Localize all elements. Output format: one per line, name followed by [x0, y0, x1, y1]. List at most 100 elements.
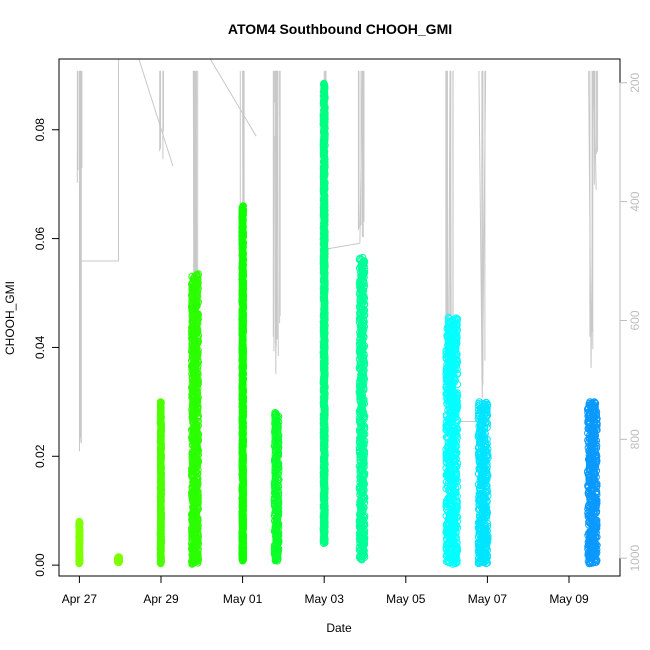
data-point [239, 553, 247, 561]
x-tick-label: May 07 [468, 592, 508, 606]
data-point [188, 556, 196, 565]
data-point [75, 517, 84, 526]
chart-title: ATOM4 Southbound CHOOH_GMI [228, 21, 452, 37]
data-point [453, 424, 461, 432]
data-point [193, 557, 201, 565]
data-point [271, 409, 279, 417]
series-5 [238, 202, 248, 565]
points-layer [75, 79, 601, 568]
data-point [360, 525, 368, 534]
data-point [157, 542, 165, 550]
data-point [273, 533, 281, 542]
data-point [238, 549, 246, 557]
data-point [320, 531, 328, 539]
data-point [444, 529, 452, 537]
series-9 [442, 313, 462, 568]
data-point [482, 539, 490, 547]
data-point [272, 409, 280, 418]
data-point [483, 546, 491, 554]
data-point [443, 549, 452, 557]
data-point [320, 538, 329, 546]
x-tick-label: May 05 [386, 592, 426, 606]
data-point [273, 518, 281, 526]
data-point [361, 521, 369, 529]
data-point [360, 257, 368, 265]
series-3 [156, 398, 166, 568]
data-point [593, 546, 601, 554]
data-point [188, 272, 196, 281]
y-tick-label: 0.02 [33, 444, 47, 468]
data-point [321, 506, 329, 514]
data-point [478, 557, 486, 565]
data-point [320, 501, 329, 510]
data-point [75, 528, 84, 537]
data-point [476, 531, 484, 540]
x-tick-label: May 03 [305, 592, 345, 606]
data-point [359, 253, 367, 262]
data-point [590, 398, 598, 406]
data-point [591, 533, 600, 541]
x-axis-label: Date [326, 621, 352, 635]
data-point [238, 530, 246, 538]
profile-line-6 [272, 70, 281, 375]
y-right-tick-label: 200 [628, 72, 642, 92]
series-8 [355, 253, 369, 564]
data-point [76, 548, 84, 556]
data-point [272, 532, 280, 540]
y-right-tick-label: 800 [628, 429, 642, 449]
data-point [591, 399, 600, 408]
data-point [586, 398, 594, 406]
data-point [475, 523, 483, 532]
data-point [475, 526, 483, 534]
data-point [593, 524, 601, 532]
series-2 [114, 553, 124, 567]
data-point [190, 543, 198, 551]
data-point [479, 400, 487, 408]
y-tick-label: 0.08 [33, 118, 47, 142]
data-point [450, 550, 459, 558]
series-1 [75, 517, 84, 568]
data-point [75, 523, 83, 531]
y-axis-label: CHOOH_GMI [3, 281, 17, 355]
profile-connectors [79, 59, 486, 422]
y-right-tick-label: 1000 [628, 545, 642, 572]
data-point [239, 540, 247, 549]
data-point [271, 541, 279, 549]
profile-line-8 [357, 70, 365, 244]
data-point [448, 530, 456, 538]
data-point [156, 538, 165, 546]
data-point [475, 398, 483, 406]
data-point [274, 524, 283, 532]
data-point [157, 398, 165, 407]
data-point [356, 531, 364, 540]
data-point [446, 549, 454, 557]
data-point [115, 558, 123, 566]
data-point [238, 533, 246, 542]
data-point [156, 532, 165, 540]
data-point [319, 512, 328, 520]
data-point [481, 532, 489, 540]
data-point [320, 79, 328, 88]
profile-line-10 [478, 70, 487, 398]
data-point [157, 556, 165, 564]
data-point [192, 522, 201, 530]
data-point [453, 315, 461, 323]
data-point [156, 398, 165, 406]
data-point [356, 535, 365, 544]
series-7 [319, 79, 329, 547]
data-point [586, 520, 595, 528]
profile-line-4 [192, 70, 199, 398]
data-point [273, 555, 282, 563]
data-point [239, 202, 247, 210]
data-point [191, 523, 200, 531]
x-tick-label: May 01 [223, 592, 263, 606]
data-point [482, 398, 490, 407]
data-point [449, 540, 457, 548]
data-point [587, 556, 595, 565]
profile-line-11 [588, 70, 599, 369]
data-point [238, 523, 247, 531]
data-point [476, 549, 484, 557]
y-right-tick-label: 400 [628, 191, 642, 211]
